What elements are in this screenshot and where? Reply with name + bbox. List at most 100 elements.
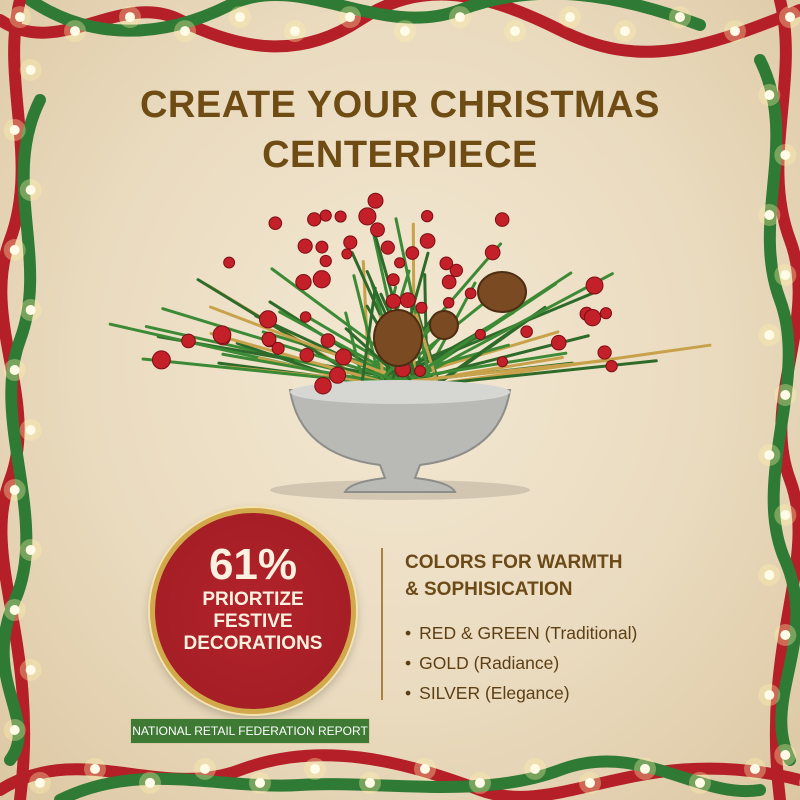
berry <box>585 276 604 295</box>
light-bulb <box>290 26 300 37</box>
berry <box>605 359 618 373</box>
light-bulb <box>310 763 320 774</box>
berry <box>367 192 384 209</box>
berry <box>268 216 283 230</box>
berry <box>370 222 385 238</box>
pine-branch <box>398 271 573 387</box>
light-bulb <box>764 90 775 100</box>
berry <box>329 366 347 384</box>
light-bulb <box>420 763 430 774</box>
light-bulb <box>25 665 36 675</box>
pine-branch <box>196 278 373 387</box>
bowl-rim <box>290 380 510 404</box>
pinecone <box>477 271 527 313</box>
light-bulb <box>620 26 630 37</box>
berry <box>419 233 436 249</box>
light-bulb <box>585 777 595 788</box>
light-bulb <box>25 305 36 315</box>
light-bulb <box>15 12 25 23</box>
ribbon-left-green <box>0 94 46 766</box>
light-bulb <box>764 570 775 580</box>
light-bulb <box>145 777 155 788</box>
berry <box>484 244 501 261</box>
pinecone <box>429 310 459 340</box>
berry <box>181 333 196 349</box>
light-bulb <box>675 12 685 23</box>
berry <box>449 263 464 278</box>
light-bulb <box>400 26 410 37</box>
light-bulb <box>780 390 791 400</box>
pinecone <box>373 309 423 367</box>
berry <box>343 235 358 250</box>
light-bulb <box>9 485 20 495</box>
berry <box>271 341 285 355</box>
light-bulb <box>780 630 791 640</box>
berry <box>341 248 353 260</box>
berry <box>405 246 420 260</box>
berry <box>494 212 510 227</box>
berry <box>299 311 312 323</box>
light-bulb <box>9 725 20 735</box>
light-bulb <box>9 245 20 255</box>
light-bulb <box>780 750 791 760</box>
light-bulb <box>780 510 791 520</box>
pine-branch <box>360 286 377 387</box>
pinecones <box>373 271 527 367</box>
light-bulb <box>750 763 760 774</box>
light-bulb <box>565 12 575 23</box>
light-bulb <box>455 12 465 23</box>
silver-bowl <box>288 389 512 493</box>
light-bulb <box>235 12 245 23</box>
berry <box>583 308 602 327</box>
page-title-line2: CENTERPIECE <box>262 134 538 176</box>
pine-branch <box>352 274 383 387</box>
berry <box>295 273 312 291</box>
berry <box>151 350 171 370</box>
light-bulb <box>9 125 20 135</box>
light-bulb <box>475 777 485 788</box>
pine-branch <box>402 272 614 387</box>
ribbon-right-green <box>754 54 800 766</box>
berry <box>439 256 454 271</box>
pine-branch <box>424 359 658 387</box>
berry <box>599 307 613 320</box>
berry <box>319 254 332 268</box>
light-bulb <box>640 763 650 774</box>
stat-label-line: PRIORTIZE <box>202 589 304 610</box>
light-bulb <box>90 763 100 774</box>
page-title-line1: CREATE YOUR CHRISTMAS <box>139 84 660 126</box>
berry <box>520 325 533 338</box>
berry <box>442 296 455 309</box>
stat-circle: 61% PRIORTIZE FESTIVE DECORATIONS <box>150 508 356 714</box>
pine-branch <box>161 307 415 387</box>
berry <box>212 325 232 345</box>
light-bulb <box>510 26 520 37</box>
berry <box>320 333 336 348</box>
berry <box>261 331 277 347</box>
ribbon-bottom-red <box>0 749 800 800</box>
berry <box>385 293 402 309</box>
light-bulb <box>25 545 36 555</box>
berry <box>297 238 313 254</box>
divider <box>381 548 383 700</box>
ribbon-bottom-green <box>54 755 766 800</box>
berry <box>223 256 236 269</box>
string-lights <box>3 6 800 794</box>
stat-label-line: FESTIVE <box>213 611 293 632</box>
berry <box>380 240 395 255</box>
light-bulb <box>764 690 775 700</box>
light-bulb <box>9 365 20 375</box>
light-bulb <box>730 26 740 37</box>
light-bulb <box>125 12 135 23</box>
source-badge: NATIONAL RETAIL FEDERATION REPORT <box>130 718 370 744</box>
pine-branch <box>221 352 399 387</box>
light-bulb <box>25 425 36 435</box>
berry <box>441 274 457 290</box>
berry <box>315 240 329 254</box>
light-bulb <box>345 12 355 23</box>
berry <box>386 273 400 287</box>
light-bulb <box>764 210 775 220</box>
berry <box>464 287 477 300</box>
light-bulb <box>530 763 540 774</box>
